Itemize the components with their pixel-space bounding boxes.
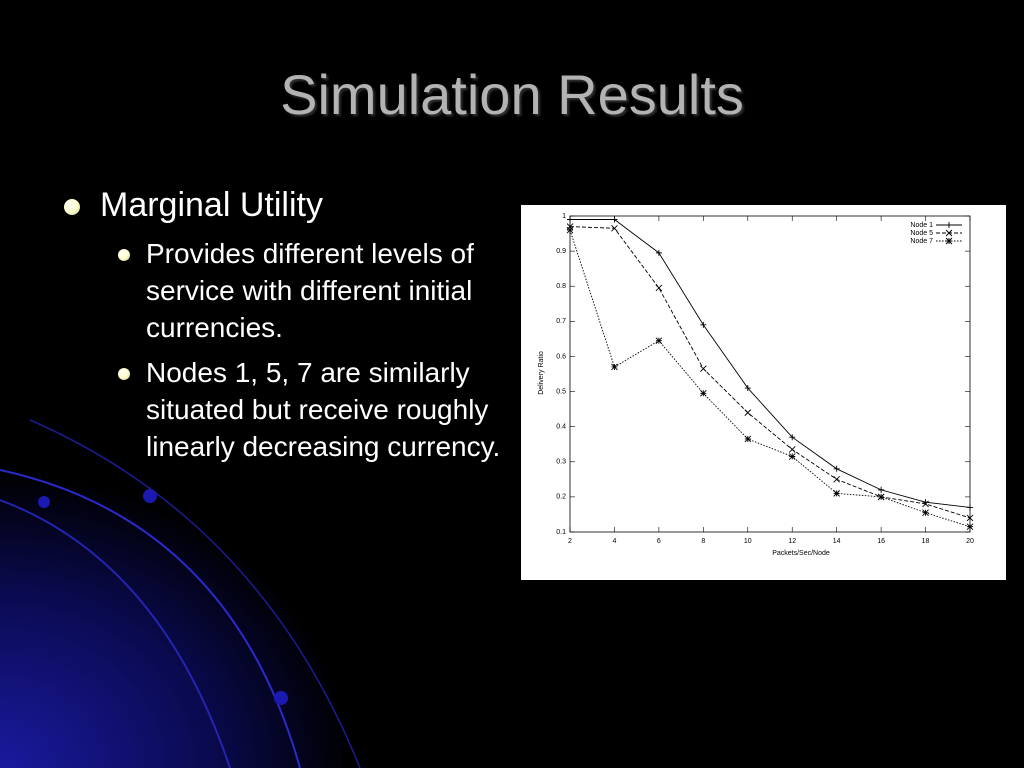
data-point bbox=[922, 509, 929, 517]
x-tick-label: 16 bbox=[877, 538, 885, 545]
legend-marker bbox=[945, 237, 953, 245]
x-tick-label: 14 bbox=[833, 538, 841, 545]
x-tick-label: 18 bbox=[922, 538, 930, 545]
data-point bbox=[967, 504, 973, 511]
chart: Packets/Sec/Node Delivery Ratio 0.1 0.2 0.… bbox=[521, 205, 1006, 580]
y-tick-label: 0.6 bbox=[556, 353, 566, 360]
y-tick-label: 0.7 bbox=[556, 318, 566, 325]
data-point bbox=[877, 493, 885, 501]
legend-label: Node 5 bbox=[910, 230, 933, 237]
data-point bbox=[922, 500, 929, 508]
data-point bbox=[700, 365, 707, 373]
bullet-dot bbox=[118, 368, 130, 380]
data-point bbox=[833, 476, 840, 483]
sub-bullet: Provides different levels of service wit… bbox=[146, 238, 474, 343]
data-point bbox=[611, 224, 618, 232]
y-tick-label: 0.2 bbox=[556, 494, 566, 501]
series-line bbox=[570, 219, 971, 508]
x-tick-label: 4 bbox=[612, 538, 616, 545]
x-axis-label: Packets/Sec/Node bbox=[772, 550, 830, 557]
data-point bbox=[789, 434, 796, 441]
series-line bbox=[569, 229, 971, 528]
legend-label: Node 1 bbox=[910, 222, 933, 229]
y-tick-label: 0.8 bbox=[556, 283, 566, 290]
data-point bbox=[833, 465, 840, 472]
data-point bbox=[878, 486, 885, 493]
sub-bullet: Nodes 1, 5, 7 are similarly situated but… bbox=[146, 357, 501, 462]
data-point bbox=[700, 321, 707, 328]
y-tick-label: 0.4 bbox=[556, 424, 566, 431]
data-point bbox=[833, 490, 840, 497]
data-point bbox=[566, 226, 574, 234]
data-point bbox=[567, 216, 573, 223]
data-point bbox=[788, 453, 796, 460]
x-tick-label: 8 bbox=[701, 538, 705, 545]
data-point bbox=[788, 446, 796, 453]
y-axis-label: Delivery Ratio bbox=[538, 351, 545, 395]
bullet: Marginal Utility bbox=[100, 186, 323, 224]
data-point bbox=[744, 409, 752, 416]
data-point bbox=[655, 249, 662, 256]
x-tick-label: 6 bbox=[657, 538, 661, 545]
plot-frame bbox=[569, 215, 971, 533]
data-point bbox=[655, 337, 663, 344]
data-point bbox=[744, 435, 752, 443]
y-tick-label: 0.5 bbox=[556, 388, 566, 395]
data-point bbox=[966, 514, 974, 522]
legend-label: Node 7 bbox=[910, 238, 933, 245]
chart-background bbox=[521, 205, 1006, 580]
series-line bbox=[569, 226, 971, 519]
bullet-dot bbox=[64, 199, 80, 215]
data-point bbox=[611, 363, 618, 371]
y-tick-label: 0.3 bbox=[556, 459, 566, 466]
data-point bbox=[655, 284, 663, 292]
data-point bbox=[744, 385, 751, 392]
data-point bbox=[700, 389, 707, 397]
x-tick-label: 20 bbox=[966, 538, 974, 545]
x-tick-label: 2 bbox=[568, 538, 572, 545]
y-tick-label: 0.9 bbox=[556, 248, 566, 255]
legend-marker bbox=[946, 222, 952, 228]
y-tick-label: 0.1 bbox=[556, 529, 566, 536]
slide-title: Simulation Results bbox=[280, 63, 744, 126]
data-point bbox=[611, 216, 618, 223]
y-tick-label: 1 bbox=[562, 213, 566, 220]
bullet-dot bbox=[118, 249, 130, 261]
data-point bbox=[966, 523, 974, 531]
x-tick-label: 12 bbox=[788, 538, 796, 545]
legend-marker bbox=[945, 229, 953, 237]
x-tick-label: 10 bbox=[744, 538, 752, 545]
